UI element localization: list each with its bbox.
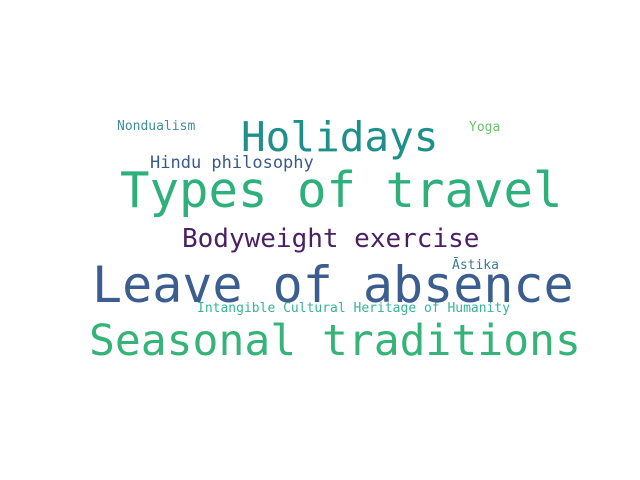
word-bodyweight-exercise: Bodyweight exercise [182,224,480,254]
word-leave-of-absence: Leave of absence [92,256,574,314]
word-astika: Āstika [452,258,499,273]
word-nondualism: Nondualism [117,119,196,134]
word-seasonal-traditions: Seasonal traditions [89,316,581,366]
word-intangible-cultural-heritage: Intangible Cultural Heritage of Humanity [197,301,511,316]
word-types-of-travel: Types of travel [120,162,563,219]
word-holidays: Holidays [241,113,439,161]
word-hindu-philosophy: Hindu philosophy [150,153,314,173]
word-yoga: Yoga [469,120,501,135]
